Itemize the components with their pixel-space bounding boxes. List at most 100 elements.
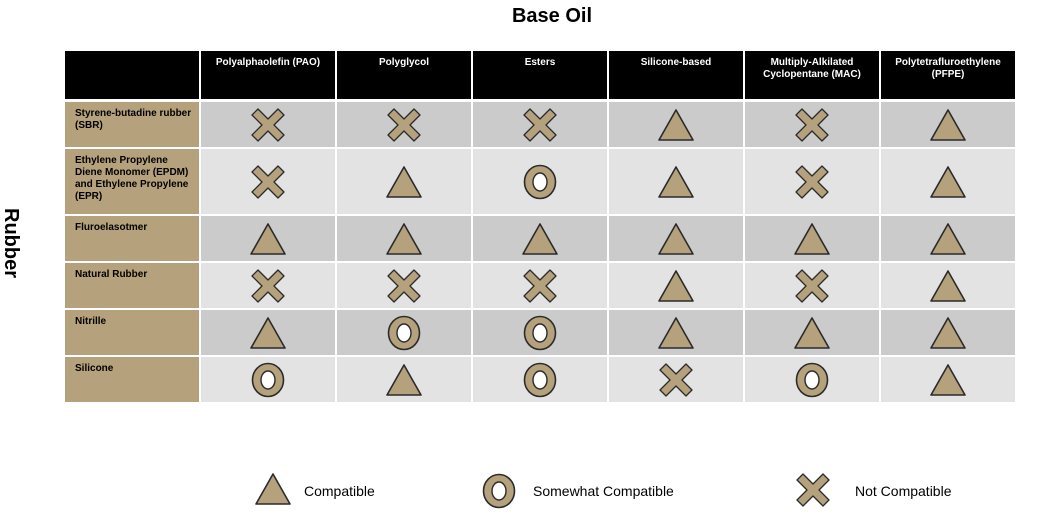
triangle-icon xyxy=(658,108,694,141)
table-row: Ethylene Propylene Diene Monomer (EPDM) … xyxy=(65,149,1015,216)
table-cell-triangle xyxy=(881,149,1015,216)
x-icon xyxy=(523,107,557,142)
table-cell-x xyxy=(473,102,607,149)
column-header-pfpe: Polytetrafluroethylene (PFPE) xyxy=(881,51,1015,102)
table-cell-x xyxy=(201,149,335,216)
table-cell-x xyxy=(201,263,335,310)
table-row: Nitrille xyxy=(65,310,1015,357)
circle-icon xyxy=(523,164,557,199)
table-row: Fluroelasotmer xyxy=(65,216,1015,263)
x-icon xyxy=(387,107,421,142)
circle-icon xyxy=(523,315,557,350)
table-cell-x xyxy=(609,357,743,404)
legend-item-somewhat-compatible: Somewhat Compatible xyxy=(481,472,721,509)
table-cell-triangle xyxy=(609,149,743,216)
table-cell-circle xyxy=(473,357,607,404)
row-header-natural-rubber: Natural Rubber xyxy=(65,263,199,310)
triangle-icon xyxy=(658,269,694,302)
triangle-icon xyxy=(930,316,966,349)
table-cell-x xyxy=(473,263,607,310)
table-cell-triangle xyxy=(609,102,743,149)
triangle-icon xyxy=(386,363,422,396)
x-icon xyxy=(251,268,285,303)
legend-item-compatible: Compatible xyxy=(254,472,454,508)
column-header-esters: Esters xyxy=(473,51,607,102)
x-icon xyxy=(523,268,557,303)
circle-icon xyxy=(523,362,557,397)
table-cell-circle xyxy=(745,357,879,404)
table-cell-triangle xyxy=(337,149,471,216)
table-row: Silicone xyxy=(65,357,1015,404)
table-cell-circle xyxy=(473,310,607,357)
legend-item-not-compatible: Not Compatible xyxy=(795,472,995,508)
triangle-icon xyxy=(250,222,286,255)
table-cell-triangle xyxy=(881,357,1015,404)
table-cell-triangle xyxy=(881,310,1015,357)
x-icon xyxy=(387,268,421,303)
legend-label-not-compatible: Not Compatible xyxy=(855,483,952,499)
triangle-icon xyxy=(250,316,286,349)
triangle-icon xyxy=(658,316,694,349)
triangle-icon xyxy=(522,222,558,255)
column-header-silicone-based: Silicone-based xyxy=(609,51,743,102)
triangle-icon xyxy=(255,473,291,505)
triangle-icon xyxy=(254,472,292,511)
table-cell-x xyxy=(337,102,471,149)
corner-cell xyxy=(65,51,199,102)
circle-icon xyxy=(481,472,517,515)
circle-icon xyxy=(251,362,285,397)
table-cell-triangle xyxy=(473,216,607,263)
row-header-silicone: Silicone xyxy=(65,357,199,404)
table-cell-x xyxy=(201,102,335,149)
row-header-fluroelasotmer: Fluroelasotmer xyxy=(65,216,199,263)
x-icon xyxy=(251,107,285,142)
table-cell-triangle xyxy=(201,216,335,263)
x-icon xyxy=(795,164,829,199)
row-header-sbr: Styrene-butadine rubber (SBR) xyxy=(65,102,199,149)
triangle-icon xyxy=(930,108,966,141)
rubber-axis-label: Rubber xyxy=(0,208,22,278)
triangle-icon xyxy=(930,363,966,396)
table-row: Natural Rubber xyxy=(65,263,1015,310)
x-icon xyxy=(795,268,829,303)
column-header-mac: Multiply-Alkilated Cyclopentane (MAC) xyxy=(745,51,879,102)
table-cell-triangle xyxy=(881,102,1015,149)
x-icon xyxy=(796,473,830,507)
row-header-nitrille: Nitrille xyxy=(65,310,199,357)
table-cell-circle xyxy=(337,310,471,357)
x-icon xyxy=(795,107,829,142)
triangle-icon xyxy=(658,222,694,255)
page-title: Base Oil xyxy=(511,5,593,27)
column-header-pao: Polyalphaolefin (PAO) xyxy=(201,51,335,102)
circle-icon xyxy=(482,473,516,509)
triangle-icon xyxy=(658,165,694,198)
triangle-icon xyxy=(386,222,422,255)
table-cell-triangle xyxy=(337,357,471,404)
circle-icon xyxy=(387,315,421,350)
table-row: Styrene-butadine rubber (SBR) xyxy=(65,102,1015,149)
x-icon xyxy=(659,362,693,397)
compatibility-table: Polyalphaolefin (PAO) Polyglycol Esters … xyxy=(63,51,1017,404)
table-cell-x xyxy=(337,263,471,310)
column-header-polyglycol: Polyglycol xyxy=(337,51,471,102)
table-cell-triangle xyxy=(881,263,1015,310)
table-cell-triangle xyxy=(745,216,879,263)
legend-label-somewhat-compatible: Somewhat Compatible xyxy=(533,483,674,499)
header-row: Polyalphaolefin (PAO) Polyglycol Esters … xyxy=(65,51,1015,102)
triangle-icon xyxy=(794,222,830,255)
table-cell-triangle xyxy=(881,216,1015,263)
triangle-icon xyxy=(930,222,966,255)
legend-label-compatible: Compatible xyxy=(304,483,375,499)
table-cell-triangle xyxy=(609,310,743,357)
table-cell-x xyxy=(745,102,879,149)
row-header-epdm-epr: Ethylene Propylene Diene Monomer (EPDM) … xyxy=(65,149,199,216)
table-cell-x xyxy=(745,263,879,310)
circle-icon xyxy=(795,362,829,397)
table-cell-triangle xyxy=(201,310,335,357)
triangle-icon xyxy=(386,165,422,198)
triangle-icon xyxy=(930,269,966,302)
table-cell-triangle xyxy=(609,263,743,310)
table-cell-triangle xyxy=(745,310,879,357)
table-cell-x xyxy=(745,149,879,216)
table-cell-circle xyxy=(473,149,607,216)
